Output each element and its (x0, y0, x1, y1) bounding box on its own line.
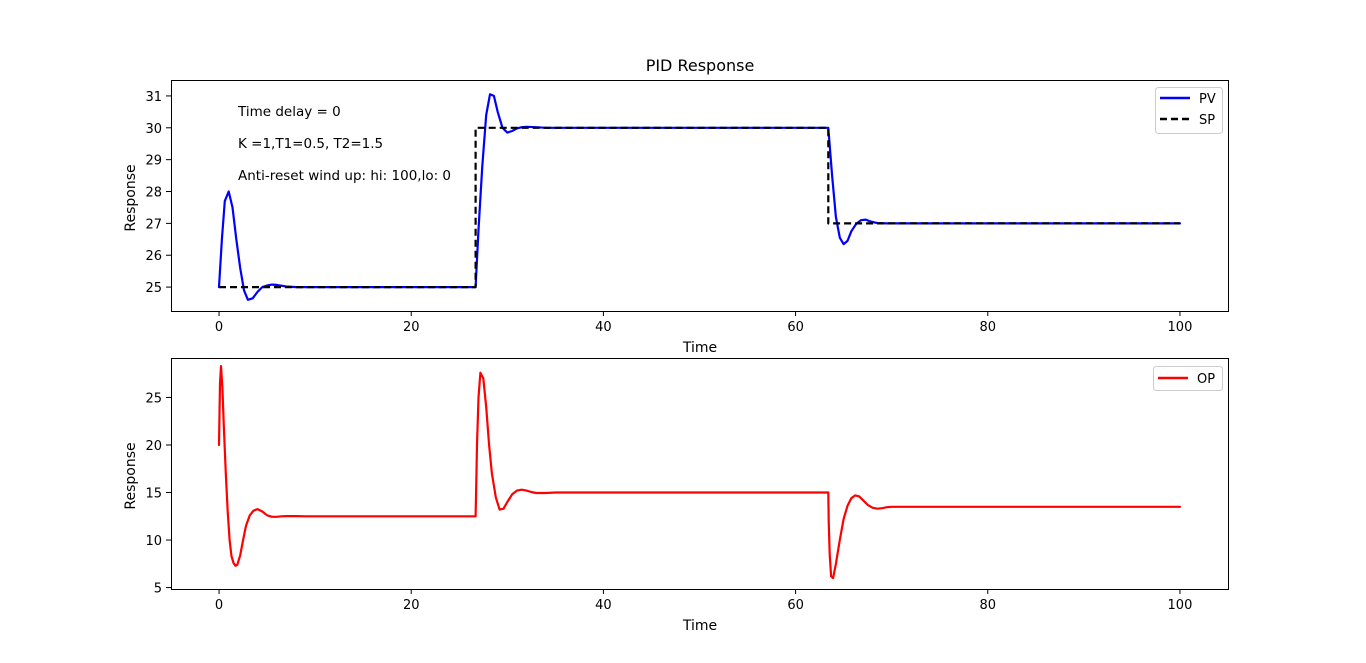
y-tick-label: 28 (145, 186, 162, 201)
series-line-pv (217, 93, 1182, 301)
series-line-sp (219, 126, 1180, 289)
y-tick-label: 5 (154, 582, 162, 597)
y-axis-label: Response (123, 164, 139, 231)
legend: OP (1153, 366, 1223, 391)
plot-frame (171, 80, 1229, 312)
annotation-time-delay: Time delay = 0 (237, 104, 341, 120)
y-tick-label: 10 (145, 534, 162, 549)
annotation-k-t1-t2: K =1,T1=0.5, T2=1.5 (238, 136, 383, 152)
y-tick-label: 25 (145, 391, 162, 406)
y-tick-label: 20 (145, 439, 162, 454)
y-axis-label: Response (123, 442, 139, 509)
x-tick-label: 100 (1168, 598, 1193, 613)
op-plot-area (217, 365, 1182, 580)
pv-sp-plot: PID Response 0 20 40 60 80 10025262728293031 … (123, 56, 1229, 356)
y-tick-label: 27 (145, 217, 162, 232)
x-tick-label: 0 (215, 598, 223, 613)
axis-ticks: 0 20 40 60 80 100 25 26 27 28 29 30 31 (145, 90, 1192, 335)
legend-label-pv: PV (1199, 92, 1216, 107)
y-tick-label: 31 (145, 90, 162, 105)
series-line-op (217, 365, 1182, 580)
pv-sp-plot-area (217, 93, 1182, 301)
y-tick-label: 25 (145, 281, 162, 296)
y-tick-label: 26 (145, 249, 162, 264)
legend-label-sp: SP (1199, 113, 1215, 128)
x-axis-label: Time (682, 340, 717, 356)
legend-label-op: OP (1197, 372, 1215, 387)
y-tick-label: 30 (145, 122, 162, 137)
x-axis-label: Time (682, 618, 717, 634)
annotation-anti-reset: Anti-reset wind up: hi: 100,lo: 0 (238, 168, 451, 184)
axis-ticks: 0 20 40 60 80 100 5 10 15 20 25 (145, 391, 1192, 613)
x-tick-label: 40 (595, 598, 612, 613)
y-tick-label: 29 (145, 154, 162, 169)
legend: PV SP (1155, 87, 1223, 134)
op-plot: 0 20 40 60 80 100 5 10 15 20 25 Time Response OP (123, 358, 1229, 634)
plot-frame (171, 358, 1229, 590)
chart-title: PID Response (646, 56, 755, 75)
x-tick-label: 20 (403, 598, 420, 613)
x-tick-label: 0 (215, 320, 223, 335)
x-tick-label: 100 (1168, 320, 1193, 335)
x-tick-label: 20 (403, 320, 420, 335)
y-tick-label: 15 (145, 487, 162, 502)
x-tick-label: 60 (787, 598, 804, 613)
x-tick-label: 60 (787, 320, 804, 335)
x-tick-label: 40 (595, 320, 612, 335)
x-tick-label: 80 (979, 598, 996, 613)
x-tick-label: 80 (979, 320, 996, 335)
